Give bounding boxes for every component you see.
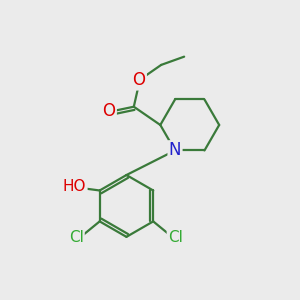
Text: HO: HO [63,178,86,194]
Text: N: N [169,142,181,160]
Text: Cl: Cl [69,230,84,245]
Text: O: O [103,102,116,120]
Text: Cl: Cl [168,230,183,245]
Text: O: O [133,71,146,89]
